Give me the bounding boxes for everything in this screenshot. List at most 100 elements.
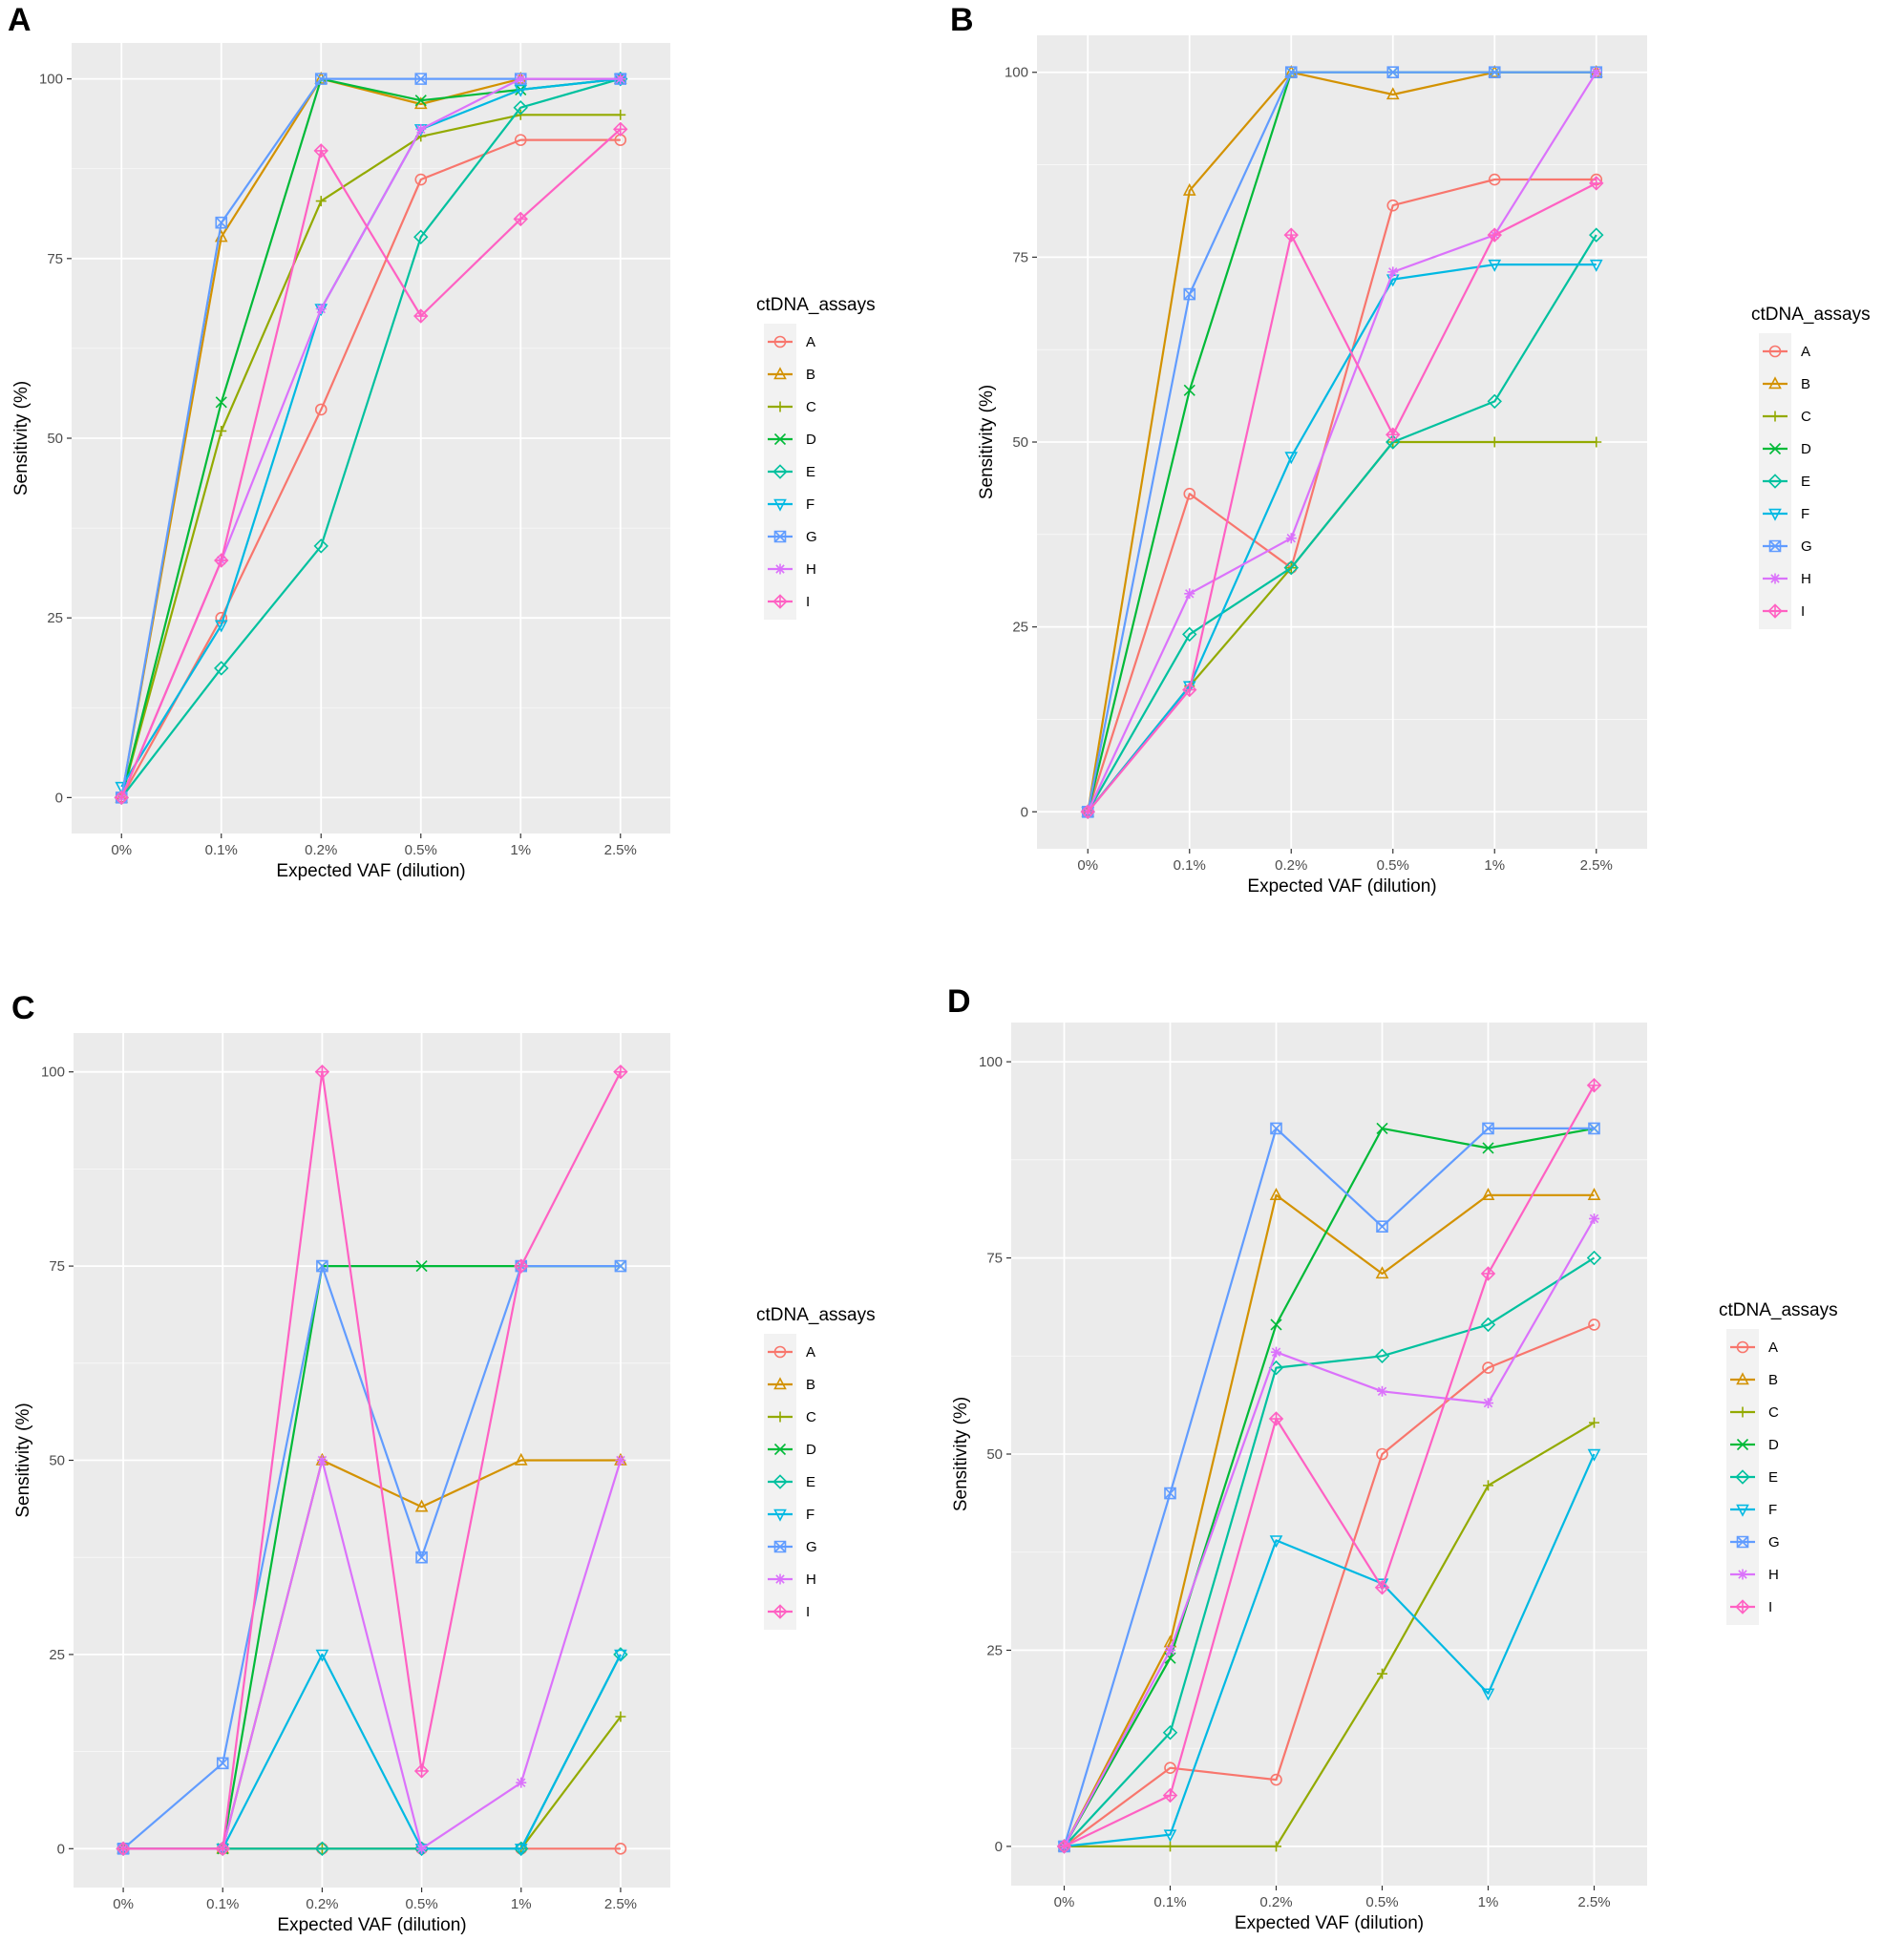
legend-title: ctDNA_assays: [1719, 1300, 1838, 1320]
legend-key-symbol: [1768, 376, 1782, 390]
data-point: [1164, 1762, 1176, 1775]
y-tick-label: 100: [39, 72, 63, 88]
legend-label: F: [1801, 506, 1809, 522]
legend-item-g: G: [1763, 538, 1812, 555]
data-point: [1269, 1535, 1283, 1549]
legend-item-f: F: [1763, 506, 1809, 522]
data-point: [1271, 1841, 1281, 1852]
legend-key-symbol: [773, 433, 787, 446]
data-point: [1182, 182, 1196, 196]
data-point: [513, 211, 528, 227]
legend-key-symbol: [774, 1573, 786, 1585]
data-point: [1589, 259, 1603, 272]
legend-key-symbol: [1736, 1340, 1749, 1354]
data-point: [1162, 1725, 1178, 1741]
series-a: [1058, 1319, 1600, 1853]
series-line: [120, 138, 621, 798]
legend-key-symbol: [773, 1443, 787, 1456]
x-axis-title: Expected VAF (dilution): [1247, 876, 1436, 897]
data-point: [1588, 1319, 1600, 1331]
legend-key-symbol: [1769, 411, 1781, 422]
data-point: [1591, 436, 1602, 448]
chart-panel-c: C 0 25 50 75 100 0% 0.1% 0.2% 0.5% 1% 2.5% Expected …: [11, 990, 876, 1935]
legend-item-d: D: [1730, 1437, 1779, 1453]
data-point: [314, 1064, 330, 1080]
y-tick-label: 75: [986, 1251, 1003, 1267]
data-point: [1269, 1188, 1283, 1200]
data-point: [615, 1711, 626, 1722]
legend-item-f: F: [768, 496, 814, 513]
data-point: [215, 396, 227, 409]
data-point: [1480, 1266, 1496, 1281]
y-tick-label: 0: [55, 790, 63, 806]
y-tick-label: 75: [47, 251, 63, 267]
series-line: [1087, 264, 1597, 812]
legend-key-symbol: [772, 1604, 788, 1619]
series-line: [1063, 1193, 1595, 1847]
y-tick-label: 75: [49, 1258, 65, 1275]
legend-label: B: [806, 1377, 815, 1393]
x-tick-label: 0.1%: [206, 1896, 239, 1912]
legend-key-symbol: [1737, 1406, 1748, 1418]
legend-item-i: I: [768, 1604, 810, 1620]
data-point: [1165, 1644, 1175, 1656]
data-point: [1482, 1122, 1494, 1135]
x-tick-label: 0.2%: [1259, 1894, 1292, 1910]
data-point: [315, 304, 327, 315]
x-tick-label: 1%: [510, 842, 531, 858]
series-line: [1064, 1085, 1596, 1847]
legend-key-symbol: [773, 498, 787, 512]
series-i: [1080, 176, 1604, 820]
legend-item-h: H: [768, 561, 816, 578]
legend-label: E: [806, 1474, 815, 1490]
data-point: [315, 1649, 329, 1662]
legend-label: G: [806, 1539, 817, 1555]
legend-label: B: [1768, 1372, 1778, 1388]
legend-label: G: [1801, 538, 1812, 555]
x-tick-label: 0.5%: [405, 842, 437, 858]
data-point: [416, 1843, 428, 1854]
legend-item-b: B: [768, 1377, 815, 1393]
data-point: [1487, 393, 1502, 410]
data-point: [1589, 176, 1604, 191]
legend-key-symbol: [1735, 1469, 1750, 1485]
legend-key-symbol: [773, 367, 787, 380]
series-line: [1063, 1217, 1596, 1847]
data-point: [414, 173, 428, 186]
series-line: [1063, 1127, 1595, 1847]
data-point: [1283, 227, 1299, 243]
legend-key-symbol: [773, 1508, 787, 1522]
data-point: [1589, 1213, 1599, 1224]
data-point: [1163, 1829, 1177, 1843]
data-point: [1377, 1385, 1387, 1397]
x-tick-label: 0.5%: [405, 1896, 437, 1912]
legend-item-a: A: [1730, 1340, 1778, 1356]
data-point: [613, 121, 628, 137]
y-tick-label: 0: [1021, 804, 1028, 820]
x-tick-label: 0%: [111, 842, 132, 858]
legend-key-symbol: [1736, 1504, 1749, 1517]
data-point: [515, 74, 526, 85]
data-point: [1284, 452, 1299, 465]
legend-title: ctDNA_assays: [756, 1305, 876, 1325]
legend-item-c: C: [768, 399, 816, 415]
series-line: [120, 114, 621, 798]
series-line: [1087, 71, 1597, 812]
data-point: [1377, 1668, 1387, 1679]
x-tick-label: 0.5%: [1365, 1894, 1398, 1910]
legend-title: ctDNA_assays: [756, 295, 876, 315]
x-tick-label: 0%: [1077, 857, 1098, 874]
legend-key-symbol: [773, 1345, 787, 1359]
legend-label: D: [806, 1442, 816, 1458]
series-e: [1056, 1250, 1602, 1854]
data-point: [1488, 66, 1501, 79]
y-tick-label: 25: [49, 1647, 65, 1663]
legend-label: C: [806, 399, 816, 415]
data-point: [1268, 1411, 1284, 1426]
chart-panel-b: B 0 25 50 75 100 0% 0.1% 0.2% 0.5% 1% 2.5% Expected …: [950, 2, 1871, 897]
legend-item-e: E: [768, 1474, 815, 1490]
y-tick-label: 25: [47, 610, 63, 626]
data-point: [214, 620, 228, 633]
legend-key-symbol: [774, 401, 786, 412]
